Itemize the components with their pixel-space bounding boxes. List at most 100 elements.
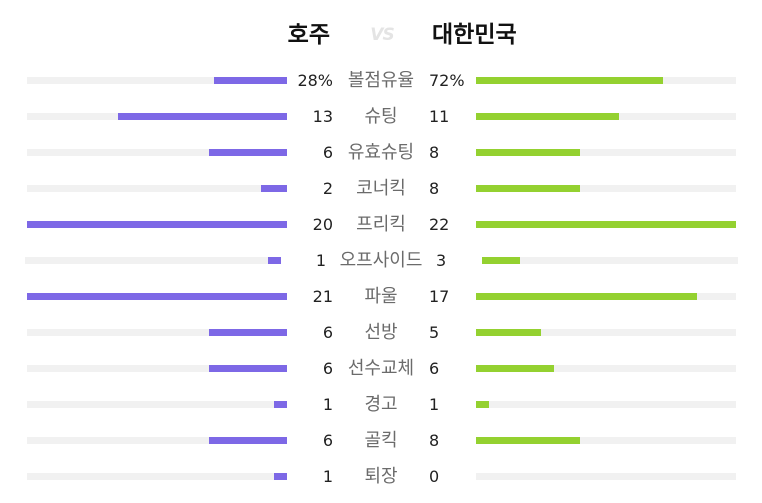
stat-row: 6 골킥 8 [0,423,762,459]
stat-row: 1 퇴장 0 [0,459,762,495]
home-stat-track [27,437,287,444]
stat-label: 볼점유율 [347,70,415,91]
away-stat-track [482,257,738,264]
home-stat-value: 1 [322,467,333,486]
home-stat-value: 1 [315,251,326,270]
away-stat-bar [476,113,619,120]
home-stat-value: 1 [322,395,333,414]
away-stat-value: 5 [429,323,440,342]
home-stat-bar [209,437,287,444]
home-stat-bar [27,221,287,228]
home-stat-bar [118,113,287,120]
home-stat-track [27,365,287,372]
home-stat-value: 13 [312,107,333,126]
home-stat-value: 2 [322,179,333,198]
home-stat-bar [274,401,287,408]
home-stat-bar [214,77,287,84]
match-header: 호주 VS 대한민국 [0,16,762,56]
away-stat-value: 22 [429,215,450,234]
stat-row: 13 슈팅 11 [0,99,762,135]
away-stat-value: 3 [436,251,447,270]
away-stat-bar [476,365,554,372]
away-stat-bar [476,401,489,408]
home-stat-track [25,257,281,264]
away-stat-value: 72% [429,71,465,90]
stat-label: 슈팅 [364,106,398,127]
home-stat-track [27,185,287,192]
away-stat-track [476,113,736,120]
away-stat-bar [476,185,580,192]
home-stat-value: 6 [322,143,333,162]
stat-row: 6 선방 5 [0,315,762,351]
stat-label: 코너킥 [356,178,406,199]
away-stat-track [476,329,736,336]
stat-label: 골킥 [364,430,398,451]
away-stat-value: 11 [429,107,450,126]
away-stat-track [476,221,736,228]
home-stat-value: 20 [312,215,333,234]
home-stat-track [27,113,287,120]
home-stat-track [27,329,287,336]
home-stat-value: 6 [322,431,333,450]
home-stat-bar [268,257,281,264]
home-stat-track [27,401,287,408]
stat-label: 파울 [364,286,398,307]
home-stat-bar [274,473,287,480]
stat-label: 경고 [364,394,398,415]
home-stat-value: 21 [312,287,333,306]
home-stat-track [27,149,287,156]
stat-row: 20 프리킥 22 [0,207,762,243]
home-stat-bar [261,185,287,192]
away-stat-track [476,437,736,444]
away-stat-value: 8 [429,143,440,162]
away-stat-value: 8 [429,431,440,450]
stat-row: 28% 볼점유율 72% [0,63,762,99]
away-stat-value: 6 [429,359,440,378]
away-stat-bar [476,77,664,84]
away-stat-bar [476,149,580,156]
away-stat-bar [476,221,736,228]
away-stat-bar [476,437,580,444]
away-stat-track [476,77,736,84]
home-stat-track [27,77,287,84]
stat-label: 퇴장 [364,466,398,487]
away-stat-track [476,401,736,408]
home-stat-value: 28% [297,71,333,90]
home-team-name: 호주 [287,22,330,48]
stat-label: 선수교체 [347,358,415,379]
away-stat-value: 1 [429,395,440,414]
stat-label: 유효슈팅 [347,142,415,163]
stat-row: 21 파울 17 [0,279,762,315]
stat-label: 오프사이드 [339,250,423,271]
away-stat-bar [476,329,541,336]
away-stat-track [476,185,736,192]
stat-label: 프리킥 [356,214,406,235]
home-stat-track [27,473,287,480]
away-stat-bar [476,293,697,300]
away-stat-bar [482,257,521,264]
stat-row: 1 오프사이드 3 [0,243,762,279]
home-stat-track [27,293,287,300]
away-team-name: 대한민국 [432,22,517,48]
home-stat-value: 6 [322,323,333,342]
away-stat-value: 8 [429,179,440,198]
stat-row: 6 선수교체 6 [0,351,762,387]
stat-row: 1 경고 1 [0,387,762,423]
home-stat-bar [27,293,287,300]
stats-list: 28% 볼점유율 72% 13 슈팅 11 6 유효슈팅 8 2 코너킥 8 20 프리킥 22 1 오프사이드… [0,63,762,495]
vs-separator: VS [370,25,394,45]
home-stat-bar [209,365,287,372]
away-stat-value: 17 [429,287,450,306]
away-stat-track [476,149,736,156]
home-stat-value: 6 [322,359,333,378]
stat-label: 선방 [364,322,398,343]
stat-row: 2 코너킥 8 [0,171,762,207]
stat-row: 6 유효슈팅 8 [0,135,762,171]
home-stat-track [27,221,287,228]
home-stat-bar [209,149,287,156]
away-stat-track [476,365,736,372]
away-stat-track [476,293,736,300]
home-stat-bar [209,329,287,336]
away-stat-track [476,473,736,480]
away-stat-value: 0 [429,467,440,486]
